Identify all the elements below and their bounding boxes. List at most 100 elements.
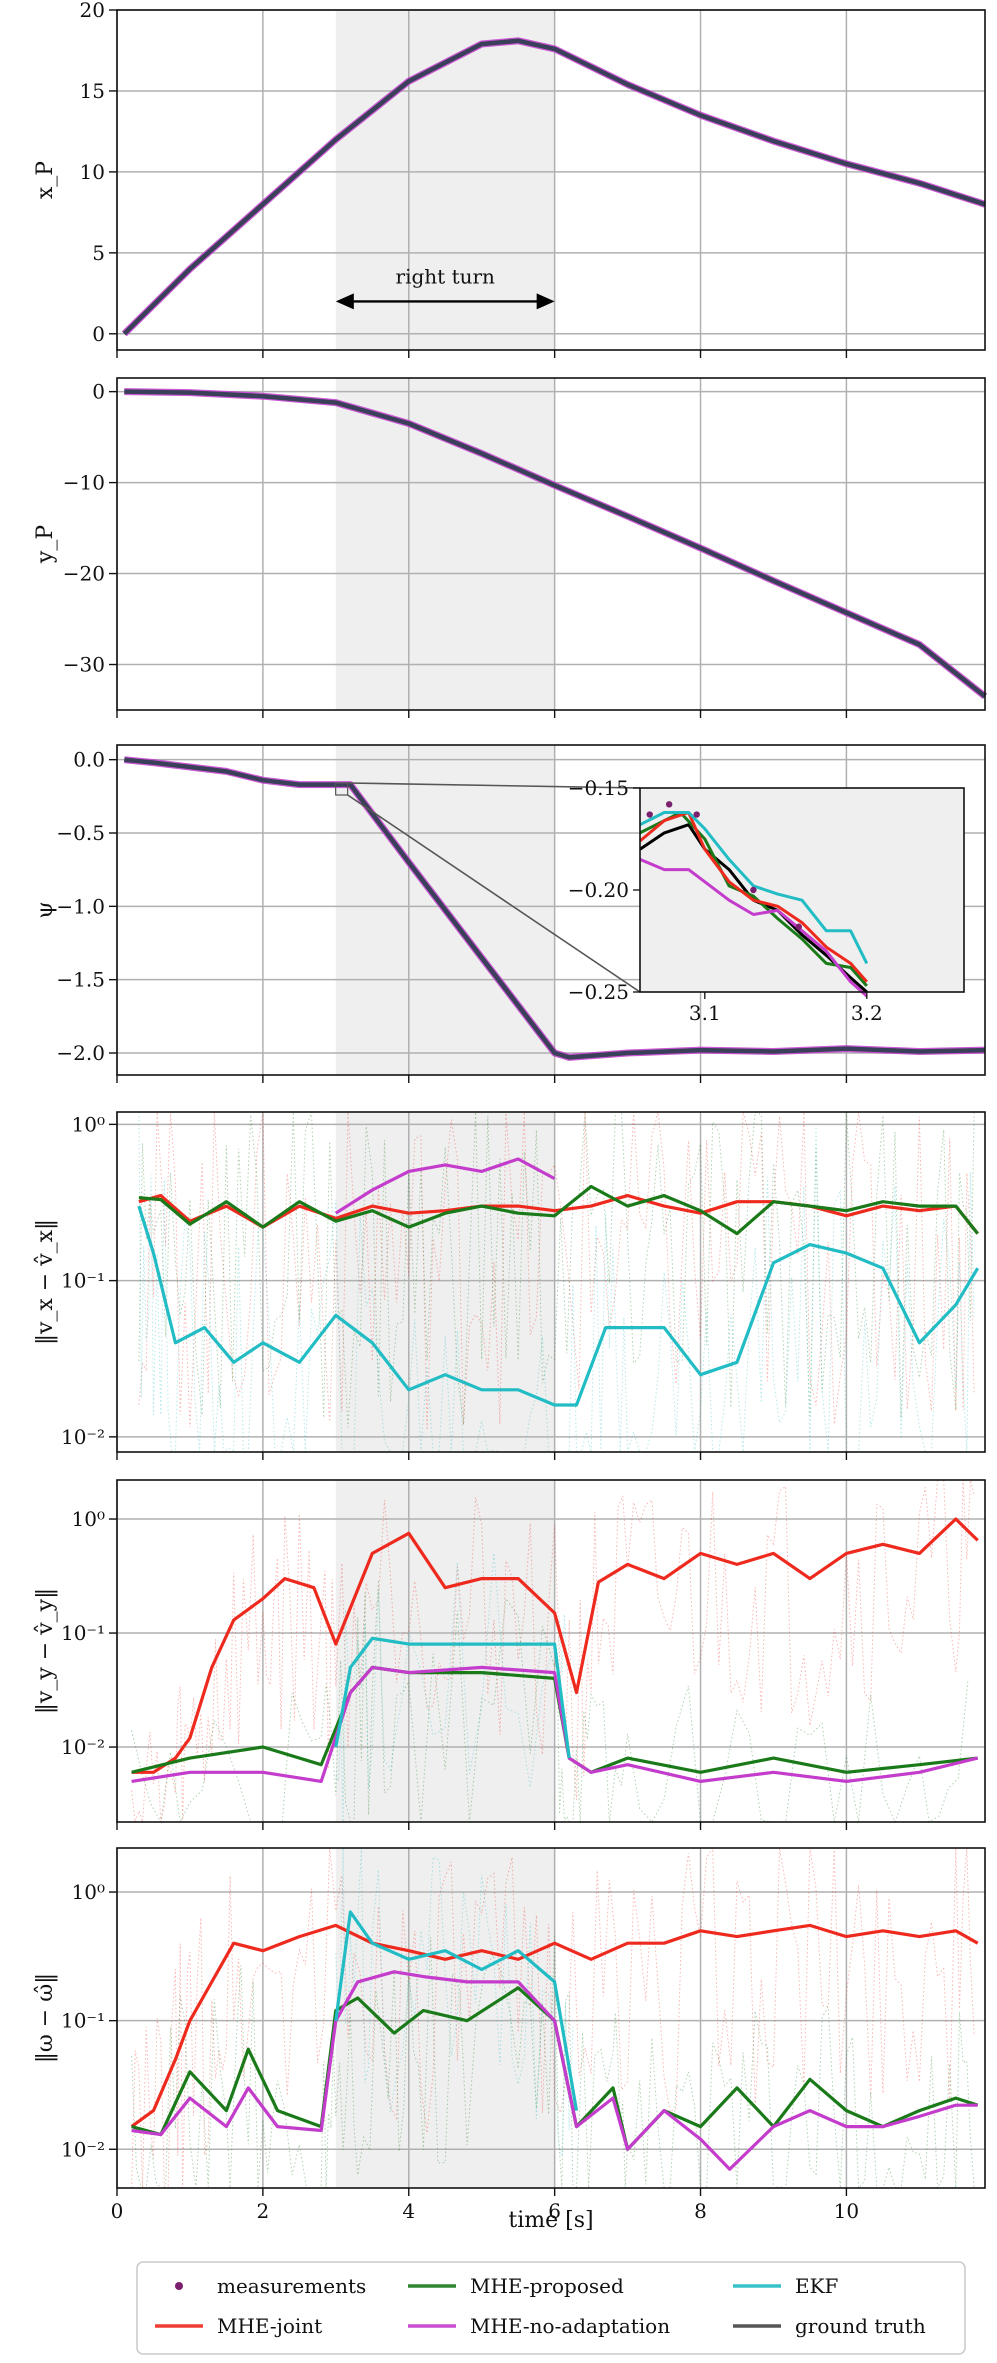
y-tick-label: −2.0 xyxy=(56,1041,105,1065)
y-tick-label: −20 xyxy=(63,562,105,586)
y-tick-label: 10⁻¹ xyxy=(61,1269,105,1293)
noise-trace xyxy=(131,1934,975,2190)
legend-item: MHE-joint xyxy=(155,2314,322,2338)
legend-item: EKF xyxy=(733,2274,839,2298)
x-tick-label: 2 xyxy=(257,2199,270,2223)
series-line-ekf xyxy=(334,1636,571,1759)
x-axis-label: time [s] xyxy=(508,2208,593,2233)
y-tick-label: −10 xyxy=(63,471,105,495)
y-tick-label: 10⁰ xyxy=(72,1507,105,1531)
y-tick-label: 10⁻² xyxy=(61,1425,105,1449)
inset-y-tick-label: −0.15 xyxy=(568,776,629,800)
y-axis-label: x_P xyxy=(33,161,58,199)
inset-measurement-dot xyxy=(646,811,653,818)
inset-measurement-dot xyxy=(750,886,757,894)
y-axis-label: ψ xyxy=(33,901,58,918)
legend-label: MHE-no-adaptation xyxy=(470,2314,670,2338)
legend-label: measurements xyxy=(217,2274,366,2298)
y-axis-label: ‖ω − ω̂‖ xyxy=(33,1973,58,2063)
y-axis-label: ‖v_y − v̂_y‖ xyxy=(33,1588,58,1714)
inset-connector xyxy=(347,782,641,789)
legend-label: MHE-proposed xyxy=(470,2274,624,2298)
panel-frame xyxy=(116,1847,986,2189)
inset-y-tick-label: −0.25 xyxy=(568,980,629,1004)
series-line-mhe-no-adaptation xyxy=(131,1970,978,2171)
y-tick-label: −0.5 xyxy=(56,821,105,845)
series-line-ground-truth xyxy=(124,757,986,1060)
inset-measurement-dot xyxy=(693,811,700,818)
shaded-region xyxy=(335,378,555,710)
x-tick-label: 6 xyxy=(548,2199,561,2223)
series-line-ground-truth xyxy=(124,389,987,699)
legend-item: MHE-proposed xyxy=(408,2274,624,2298)
noise-trace xyxy=(138,1111,975,1431)
x-tick-label: 0 xyxy=(111,2199,124,2223)
annotation-text: right turn xyxy=(396,264,496,288)
panel-5: 10⁰ 10⁻¹ 10⁻²‖v_y − v̂_y‖ xyxy=(33,1479,986,1830)
legend: measurements MHE-proposed EKF MHE-joint MHE-… xyxy=(136,2261,966,2355)
zoom-box xyxy=(335,782,349,796)
series-line-mhe-joint xyxy=(130,1923,979,2128)
shaded-region xyxy=(335,1848,555,2188)
y-tick-label: 20 xyxy=(80,0,105,22)
panel-4: 10⁰ 10⁻¹ 10⁻² ‖v_x − v̂_x‖ xyxy=(33,1111,986,1460)
y-tick-label: 0 xyxy=(92,380,105,404)
series-line-ground-truth xyxy=(122,38,986,336)
noise-trace xyxy=(131,1846,975,2189)
noise-trace xyxy=(335,1847,574,2157)
inset-connector xyxy=(347,794,641,993)
x-tick-label: 4 xyxy=(402,2199,415,2223)
series-line-ekf xyxy=(137,1205,980,1407)
y-tick-label: 10⁰ xyxy=(72,1112,105,1136)
legend-label: MHE-joint xyxy=(217,2314,322,2338)
x-tick-label: 8 xyxy=(694,2199,707,2223)
inset-measurement-dot xyxy=(795,923,802,930)
inset-measurement-dot xyxy=(665,801,673,808)
legend-item: ground truth xyxy=(733,2314,926,2338)
y-tick-label: 10⁻² xyxy=(61,2137,105,2161)
panel-2: 0 −10 −20 −30 y_P xyxy=(33,377,988,718)
y-tick-label: −1.5 xyxy=(56,968,105,992)
panel-frame xyxy=(116,1479,986,1823)
legend-item: measurements xyxy=(175,2274,366,2298)
inset-background xyxy=(640,788,964,992)
y-tick-label: 0.0 xyxy=(73,748,105,772)
inset-y-tick-label: −0.20 xyxy=(568,878,629,902)
y-tick-label: 10⁻¹ xyxy=(61,1621,105,1645)
panel-frame xyxy=(116,1111,986,1453)
y-tick-label: 15 xyxy=(80,79,105,103)
y-tick-label: 5 xyxy=(92,241,105,265)
panel-frame xyxy=(116,377,986,711)
y-tick-label: 10⁰ xyxy=(72,1880,105,1904)
series-line-mhe-joint xyxy=(131,1517,979,1774)
y-tick-label: 10⁻¹ xyxy=(61,2009,105,2033)
y-tick-label: 10⁻² xyxy=(61,1735,105,1759)
noise-trace xyxy=(131,1479,975,1823)
inset: −0.15 −0.20 −0.25 3.1 3.2 xyxy=(335,776,965,1025)
panel-3: 0.0 −0.5 −1.0 −1.5 −2.0 ψ −0.15 −0.20 −0.25 3.1 3.… xyxy=(33,744,986,1083)
legend-label: ground truth xyxy=(795,2314,926,2338)
arrow-head-left xyxy=(335,293,354,310)
inset-line-ekf xyxy=(639,811,869,965)
y-axis-label: ‖v_x − v̂_x‖ xyxy=(33,1219,58,1345)
inset-x-tick-label: 3.2 xyxy=(851,1001,883,1025)
y-tick-label: 0 xyxy=(92,322,105,346)
series-line-ekf xyxy=(334,1910,579,2111)
x-tick-label: 10 xyxy=(834,2199,859,2223)
series-line-mhe-proposed xyxy=(138,1184,979,1236)
series-line-mhe-no-adaptation xyxy=(131,1665,979,1784)
inset-x-tick-label: 3.1 xyxy=(689,1001,721,1025)
y-tick-label: 10 xyxy=(80,160,105,184)
inset-line-mhe-joint xyxy=(639,811,868,983)
y-tick-label: −1.0 xyxy=(56,894,105,918)
panel-6: 10⁰ 10⁻¹ 10⁻² ‖ω − ω̂‖ 0 2 4 6 8 10 xyxy=(33,1846,986,2223)
noise-trace xyxy=(138,1111,975,1428)
panel-frame xyxy=(116,744,986,1076)
y-axis-label: y_P xyxy=(33,525,58,564)
panel-frame xyxy=(116,9,986,351)
inset-line-mhe-no-adaptation xyxy=(639,858,868,998)
y-tick-label: −30 xyxy=(63,653,105,677)
